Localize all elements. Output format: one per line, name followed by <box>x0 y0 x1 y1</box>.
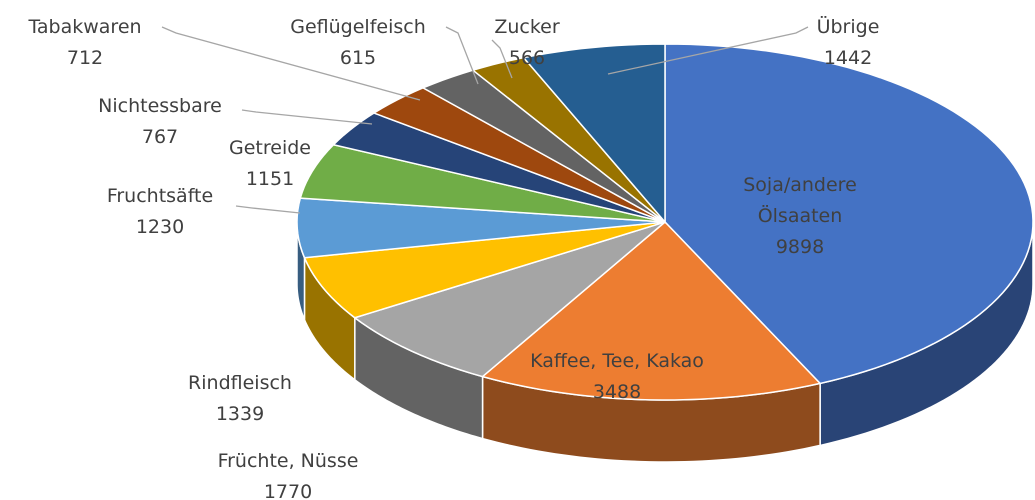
label-value: 767 <box>141 126 179 148</box>
label-name: Rindfleisch <box>188 372 292 394</box>
data-label: Geflügelfeisch 615 <box>268 12 448 74</box>
label-name: Kaffee, Tee, Kakao <box>530 350 704 372</box>
label-name: Früchte, Nüsse <box>217 450 359 472</box>
slice <box>522 43 666 225</box>
data-label: Nichtessbare 767 <box>60 91 260 153</box>
slice <box>353 221 666 378</box>
leader-line <box>445 26 479 85</box>
leader-line <box>607 26 809 75</box>
label-value: 1770 <box>263 481 313 500</box>
data-label: Übrige 1442 <box>788 12 908 74</box>
data-label: Rindfleisch 1339 <box>140 368 340 430</box>
data-label: Kaffee, Tee, Kakao 3488 <box>487 346 747 408</box>
data-label: Früchte, Nüsse 1770 <box>178 446 398 500</box>
label-value: 1230 <box>135 216 185 238</box>
label-value: 9898 <box>775 236 825 258</box>
label-name: Nichtessbare <box>98 95 222 117</box>
data-label: Getreide 1151 <box>195 133 345 195</box>
slice <box>480 220 822 401</box>
leader-line <box>491 39 513 79</box>
data-label: Soja/andere Ölsaaten 9898 <box>730 170 870 263</box>
slice <box>296 197 666 259</box>
leader-line <box>241 109 373 125</box>
label-value: 1339 <box>215 403 265 425</box>
label-name: Soja/andere Ölsaaten <box>743 174 857 227</box>
label-name: Tabakwaren <box>28 16 142 38</box>
leader-line <box>161 26 421 101</box>
label-value: 3488 <box>592 381 642 403</box>
label-name: Übrige <box>816 16 880 38</box>
label-name: Zucker <box>494 16 560 38</box>
label-value: 566 <box>508 47 546 69</box>
slice <box>372 87 666 223</box>
slice <box>471 56 666 223</box>
label-value: 615 <box>339 47 377 69</box>
slice <box>299 143 666 223</box>
data-label: Zucker 566 <box>467 12 587 74</box>
label-value: 1442 <box>823 47 873 69</box>
label-name: Geflügelfeisch <box>290 16 426 38</box>
label-name: Fruchtsäfte <box>106 185 214 207</box>
slice <box>664 43 1034 385</box>
data-label: Tabakwaren 712 <box>0 12 170 74</box>
slice <box>421 69 666 223</box>
label-value: 1151 <box>245 168 295 190</box>
label-value: 712 <box>66 47 104 69</box>
slice <box>331 112 666 223</box>
data-label: Fruchtsäfte 1230 <box>60 181 260 243</box>
leader-line <box>235 205 301 214</box>
slice <box>303 221 666 319</box>
label-name: Getreide <box>229 137 311 159</box>
